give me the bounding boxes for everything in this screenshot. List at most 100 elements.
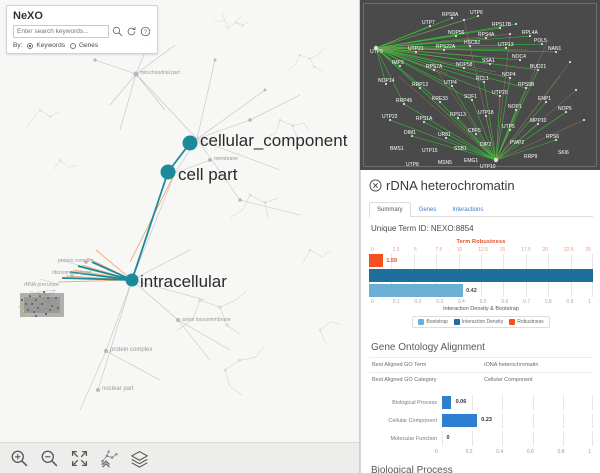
- legend-item-robustness[interactable]: Robustness: [509, 319, 544, 325]
- go-alignment-title: Gene Ontology Alignment: [371, 342, 485, 353]
- gene-interaction-network[interactable]: UTP9 UTP10 RPS8A UTP6 UTP7 RPS17B NOP56 …: [360, 0, 600, 170]
- details-tabs: Summary Genes Interactions: [369, 201, 593, 217]
- bar-value-robustness: 1.59: [386, 257, 398, 264]
- svg-text:NOP56: NOP56: [448, 30, 465, 36]
- layers-icon[interactable]: [130, 449, 149, 468]
- svg-text:UTP4: UTP4: [444, 80, 457, 86]
- radio-keywords[interactable]: [27, 42, 34, 49]
- svg-text:UTP8: UTP8: [406, 162, 419, 168]
- network-subtrees: [25, 13, 342, 396]
- tab-summary[interactable]: Summary: [369, 202, 411, 217]
- search-by-row: By: Keywords Genes: [13, 42, 151, 49]
- search-row: ?: [13, 25, 151, 38]
- chart-bars-robustness: 1.59 0.42: [369, 254, 594, 297]
- chart-xlabel: Interaction Density & Bootstrap: [443, 306, 519, 312]
- collapse-network-icon[interactable]: [100, 449, 119, 468]
- search-input[interactable]: [13, 25, 109, 38]
- svg-text:UTP13: UTP13: [498, 42, 514, 48]
- term-details-panel[interactable]: rDNA heterochromatin Summary Genes Inter…: [360, 170, 600, 473]
- ontology-network-canvas[interactable]: cellular_component cell part intracellul…: [0, 0, 360, 473]
- node-label-mitochondrial-part: mitochondrial part: [140, 70, 180, 76]
- legend-label-robustness: Robustness: [517, 319, 544, 325]
- svg-text:BMS1: BMS1: [390, 146, 404, 152]
- svg-text:?: ?: [143, 30, 146, 36]
- page-title: rDNA heterochromatin: [386, 178, 515, 193]
- svg-text:SKI6: SKI6: [558, 150, 569, 156]
- node-label-protein-complex: protein complex: [110, 347, 153, 353]
- node-label-cellular-component: cellular_component: [200, 131, 348, 150]
- chart-title-term-robustness: Term Robustness: [456, 239, 506, 245]
- svg-text:UTP9: UTP9: [370, 49, 383, 55]
- node-label-membrane: membrane: [214, 156, 238, 162]
- svg-text:UTP18: UTP18: [478, 110, 494, 116]
- go-bar-label-biological-process: Biological Process: [392, 399, 437, 406]
- radio-label-keywords: Keywords: [36, 42, 65, 49]
- tab-genes[interactable]: Genes: [418, 207, 437, 213]
- bar-row-interaction-density: [369, 269, 593, 282]
- legend-item-bootstrap[interactable]: Bootstrap: [418, 319, 448, 325]
- svg-text:RRP12: RRP12: [412, 82, 428, 88]
- go-chart-axis: 0 0.2 0.4 0.6 0.8 1: [435, 449, 591, 455]
- radio-label-genes: Genes: [78, 42, 99, 49]
- svg-text:RPS7A: RPS7A: [426, 64, 443, 70]
- svg-text:UTP5: UTP5: [502, 124, 515, 130]
- go-bar-row-biological-process: Biological Process 0.06: [369, 395, 594, 410]
- minor-network-nodes: [70, 58, 267, 392]
- go-bar-value-cellular-component: 0.23: [481, 417, 492, 423]
- svg-text:RCL1: RCL1: [476, 76, 489, 82]
- go-bar-row-molecular-function: Molecular Function 0: [369, 431, 594, 446]
- zoom-out-icon[interactable]: [40, 449, 59, 468]
- search-icon[interactable]: [111, 25, 123, 38]
- chart-legend: Bootstrap Interaction Density Robustness: [369, 316, 593, 328]
- node-label-intracellular: intracellular: [140, 272, 227, 291]
- radio-genes[interactable]: [69, 42, 76, 49]
- svg-text:NAN1: NAN1: [548, 46, 562, 52]
- svg-text:EMG1: EMG1: [464, 158, 478, 164]
- svg-text:NOP1: NOP1: [508, 104, 522, 110]
- svg-text:RPS13: RPS13: [450, 112, 466, 118]
- svg-text:DIM1: DIM1: [404, 130, 416, 136]
- go-alignment-table: Best Aligned GO Term rDNA heterochromati…: [369, 357, 593, 387]
- node-cell-part: [160, 164, 176, 180]
- go-term-key: Best Aligned GO Term: [372, 362, 427, 368]
- table-row: Best Aligned GO Category Cellular Compon…: [369, 372, 593, 387]
- search-panel[interactable]: NeXO ? By: Keywords Genes: [6, 5, 158, 54]
- details-header: rDNA heterochromatin: [361, 170, 600, 195]
- node-label-ribosomal-subunit: ribosomal subunit: [52, 270, 92, 276]
- node-cellular-component: [182, 135, 198, 151]
- fit-screen-icon[interactable]: [70, 449, 89, 468]
- svg-text:NOP14: NOP14: [378, 78, 395, 84]
- go-bar-label-cellular-component: Cellular Component: [388, 417, 437, 424]
- close-circle-icon[interactable]: [369, 179, 382, 192]
- tab-interactions[interactable]: Interactions: [452, 207, 484, 213]
- svg-text:NOP58: NOP58: [456, 62, 473, 68]
- network-graph[interactable]: [0, 0, 359, 473]
- svg-text:RPL4A: RPL4A: [522, 30, 539, 36]
- highlighted-edges-orange: [57, 172, 176, 283]
- legend-swatch-bootstrap: [418, 319, 425, 325]
- legend-label-interaction-density: Interaction Density: [461, 319, 504, 325]
- legend-swatch-robustness: [509, 319, 516, 325]
- refresh-icon[interactable]: [125, 25, 137, 38]
- gene-network-graph[interactable]: UTP9 UTP10 RPS8A UTP6 UTP7 RPS17B NOP56 …: [360, 0, 600, 170]
- go-bar-value-molecular-function: 0: [446, 435, 450, 441]
- svg-text:UTP7: UTP7: [422, 20, 435, 26]
- gene-edges-green: [375, 15, 567, 161]
- legend-item-interaction-density[interactable]: Interaction Density: [453, 319, 504, 325]
- legend-label-bootstrap: Bootstrap: [426, 319, 448, 325]
- svg-text:KRE33: KRE33: [432, 96, 448, 102]
- help-icon[interactable]: ?: [139, 25, 151, 38]
- legend-swatch-interaction-density: [453, 319, 460, 325]
- go-bar-row-cellular-component: Cellular Component 0.23: [369, 413, 594, 428]
- svg-text:RPS22A: RPS22A: [436, 44, 456, 50]
- svg-text:MSN5: MSN5: [438, 160, 452, 166]
- zoom-in-icon[interactable]: [10, 449, 29, 468]
- app-title: NeXO: [13, 10, 43, 22]
- svg-text:SSB1: SSB1: [454, 146, 467, 152]
- svg-text:UTP20: UTP20: [492, 90, 508, 96]
- svg-text:BUD21: BUD21: [530, 64, 546, 70]
- chart-top-axis: 0 2.5 5 7.5 10 12.5 15 17.5 20 22.5 25: [371, 247, 591, 253]
- svg-text:NOP4: NOP4: [502, 72, 516, 78]
- chart-bottom-axis: 0 0.1 0.2 0.3 0.4 0.5 0.6 0.7 0.8 0.9 1: [371, 299, 591, 305]
